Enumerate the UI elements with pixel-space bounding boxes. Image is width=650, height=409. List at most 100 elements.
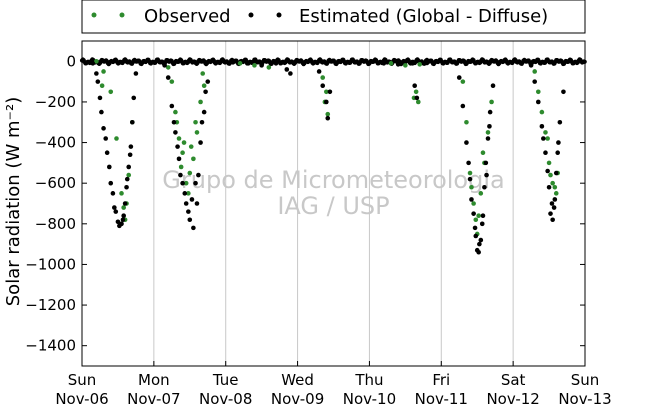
observed-point [473,217,479,223]
estimated-point [490,83,496,88]
legend-marker [248,12,254,18]
observed-point [545,136,550,141]
observed-point [467,170,473,176]
y-tick-label: −1200 [25,296,76,314]
legend-marker [119,12,125,18]
estimated-point [320,83,326,88]
estimated-point [194,201,200,206]
observed-point [546,160,552,166]
y-tick-label: −1000 [25,255,76,273]
estimated-point [259,63,264,68]
y-tick-label: −400 [35,134,76,152]
estimated-point [479,221,485,227]
observed-point [237,61,243,66]
observed-point [469,184,474,190]
observed-point [485,130,491,135]
estimated-point [555,150,560,156]
estimated-point [180,180,185,186]
observed-point [176,136,182,141]
legend: Observed Estimated (Global - Diffuse) [81,0,586,34]
estimated-point [171,119,177,125]
estimated-point [535,99,541,105]
estimated-point [124,184,129,190]
observed-point [201,83,207,88]
estimated-point [543,150,548,156]
estimated-point [119,221,124,227]
estimated-point [316,69,322,74]
observed-point [532,69,537,74]
observed-point [388,61,394,66]
observed-point [126,172,132,178]
observed-point [548,172,553,178]
estimated-point [191,225,196,231]
estimated-point [169,103,175,109]
watermark-line: Grupo de Micrometeorologia [162,166,504,194]
estimated-point [165,75,171,80]
observed-point [460,79,466,84]
estimated-point [128,144,134,149]
estimated-point [205,79,211,84]
observed-point [173,109,178,115]
y-tick-label: −1400 [25,337,76,355]
estimated-point [548,211,553,216]
axes: 0−200−400−600−800−1000−1200−1400SunNov-0… [25,52,611,408]
estimated-point [108,180,114,186]
estimated-point [124,176,130,182]
estimated-point [381,61,387,66]
estimated-point [110,191,116,196]
estimated-point [284,67,290,72]
estimated-point [410,61,415,66]
estimated-point [107,164,112,170]
x-tick-label-date: Nov-08 [199,390,252,408]
observed-point [417,62,423,67]
x-tick-label-date: Nov-06 [55,390,108,408]
estimated-point [189,197,195,202]
estimated-point [113,209,119,214]
observed-point [191,156,196,162]
estimated-point [99,109,104,115]
observed-point [178,164,184,170]
observed-point [550,180,555,186]
estimated-point [528,63,534,68]
legend-label-observed: Observed [144,6,231,27]
observed-point [188,144,194,149]
estimated-point [352,60,358,65]
estimated-point [367,60,372,66]
x-tick-label-day: Tue [212,371,239,389]
y-tick-label: −600 [35,174,76,192]
x-tick-label-date: Nov-12 [486,390,539,408]
observed-point [552,184,558,190]
observed-point [553,191,559,196]
estimated-point [127,152,133,158]
estimated-point [545,168,550,174]
estimated-point [553,170,559,176]
estimated-point [414,95,420,101]
estimated-point [456,75,462,80]
estimated-point [103,136,109,141]
scatter-points [79,57,587,255]
estimated-point [230,60,236,65]
y-axis-label: Solar radiation (W m⁻²) [3,97,24,307]
estimated-point [203,89,208,95]
estimated-point [288,71,293,76]
observed-point [186,191,191,196]
observed-point [476,213,481,218]
estimated-point [186,209,191,214]
estimated-point [94,71,99,76]
estimated-point [120,217,126,223]
estimated-point [484,172,489,178]
estimated-point [325,115,331,121]
estimated-point [196,172,201,178]
observed-point [324,89,329,95]
estimated-point [122,201,128,206]
estimated-point [273,61,279,66]
estimated-point [104,150,110,156]
estimated-point [556,140,561,145]
legend-marker [91,12,97,18]
estimated-point [112,205,117,210]
estimated-point [473,233,479,239]
estimated-point [187,217,193,223]
estimated-point [477,241,482,247]
observed-point [108,89,114,95]
